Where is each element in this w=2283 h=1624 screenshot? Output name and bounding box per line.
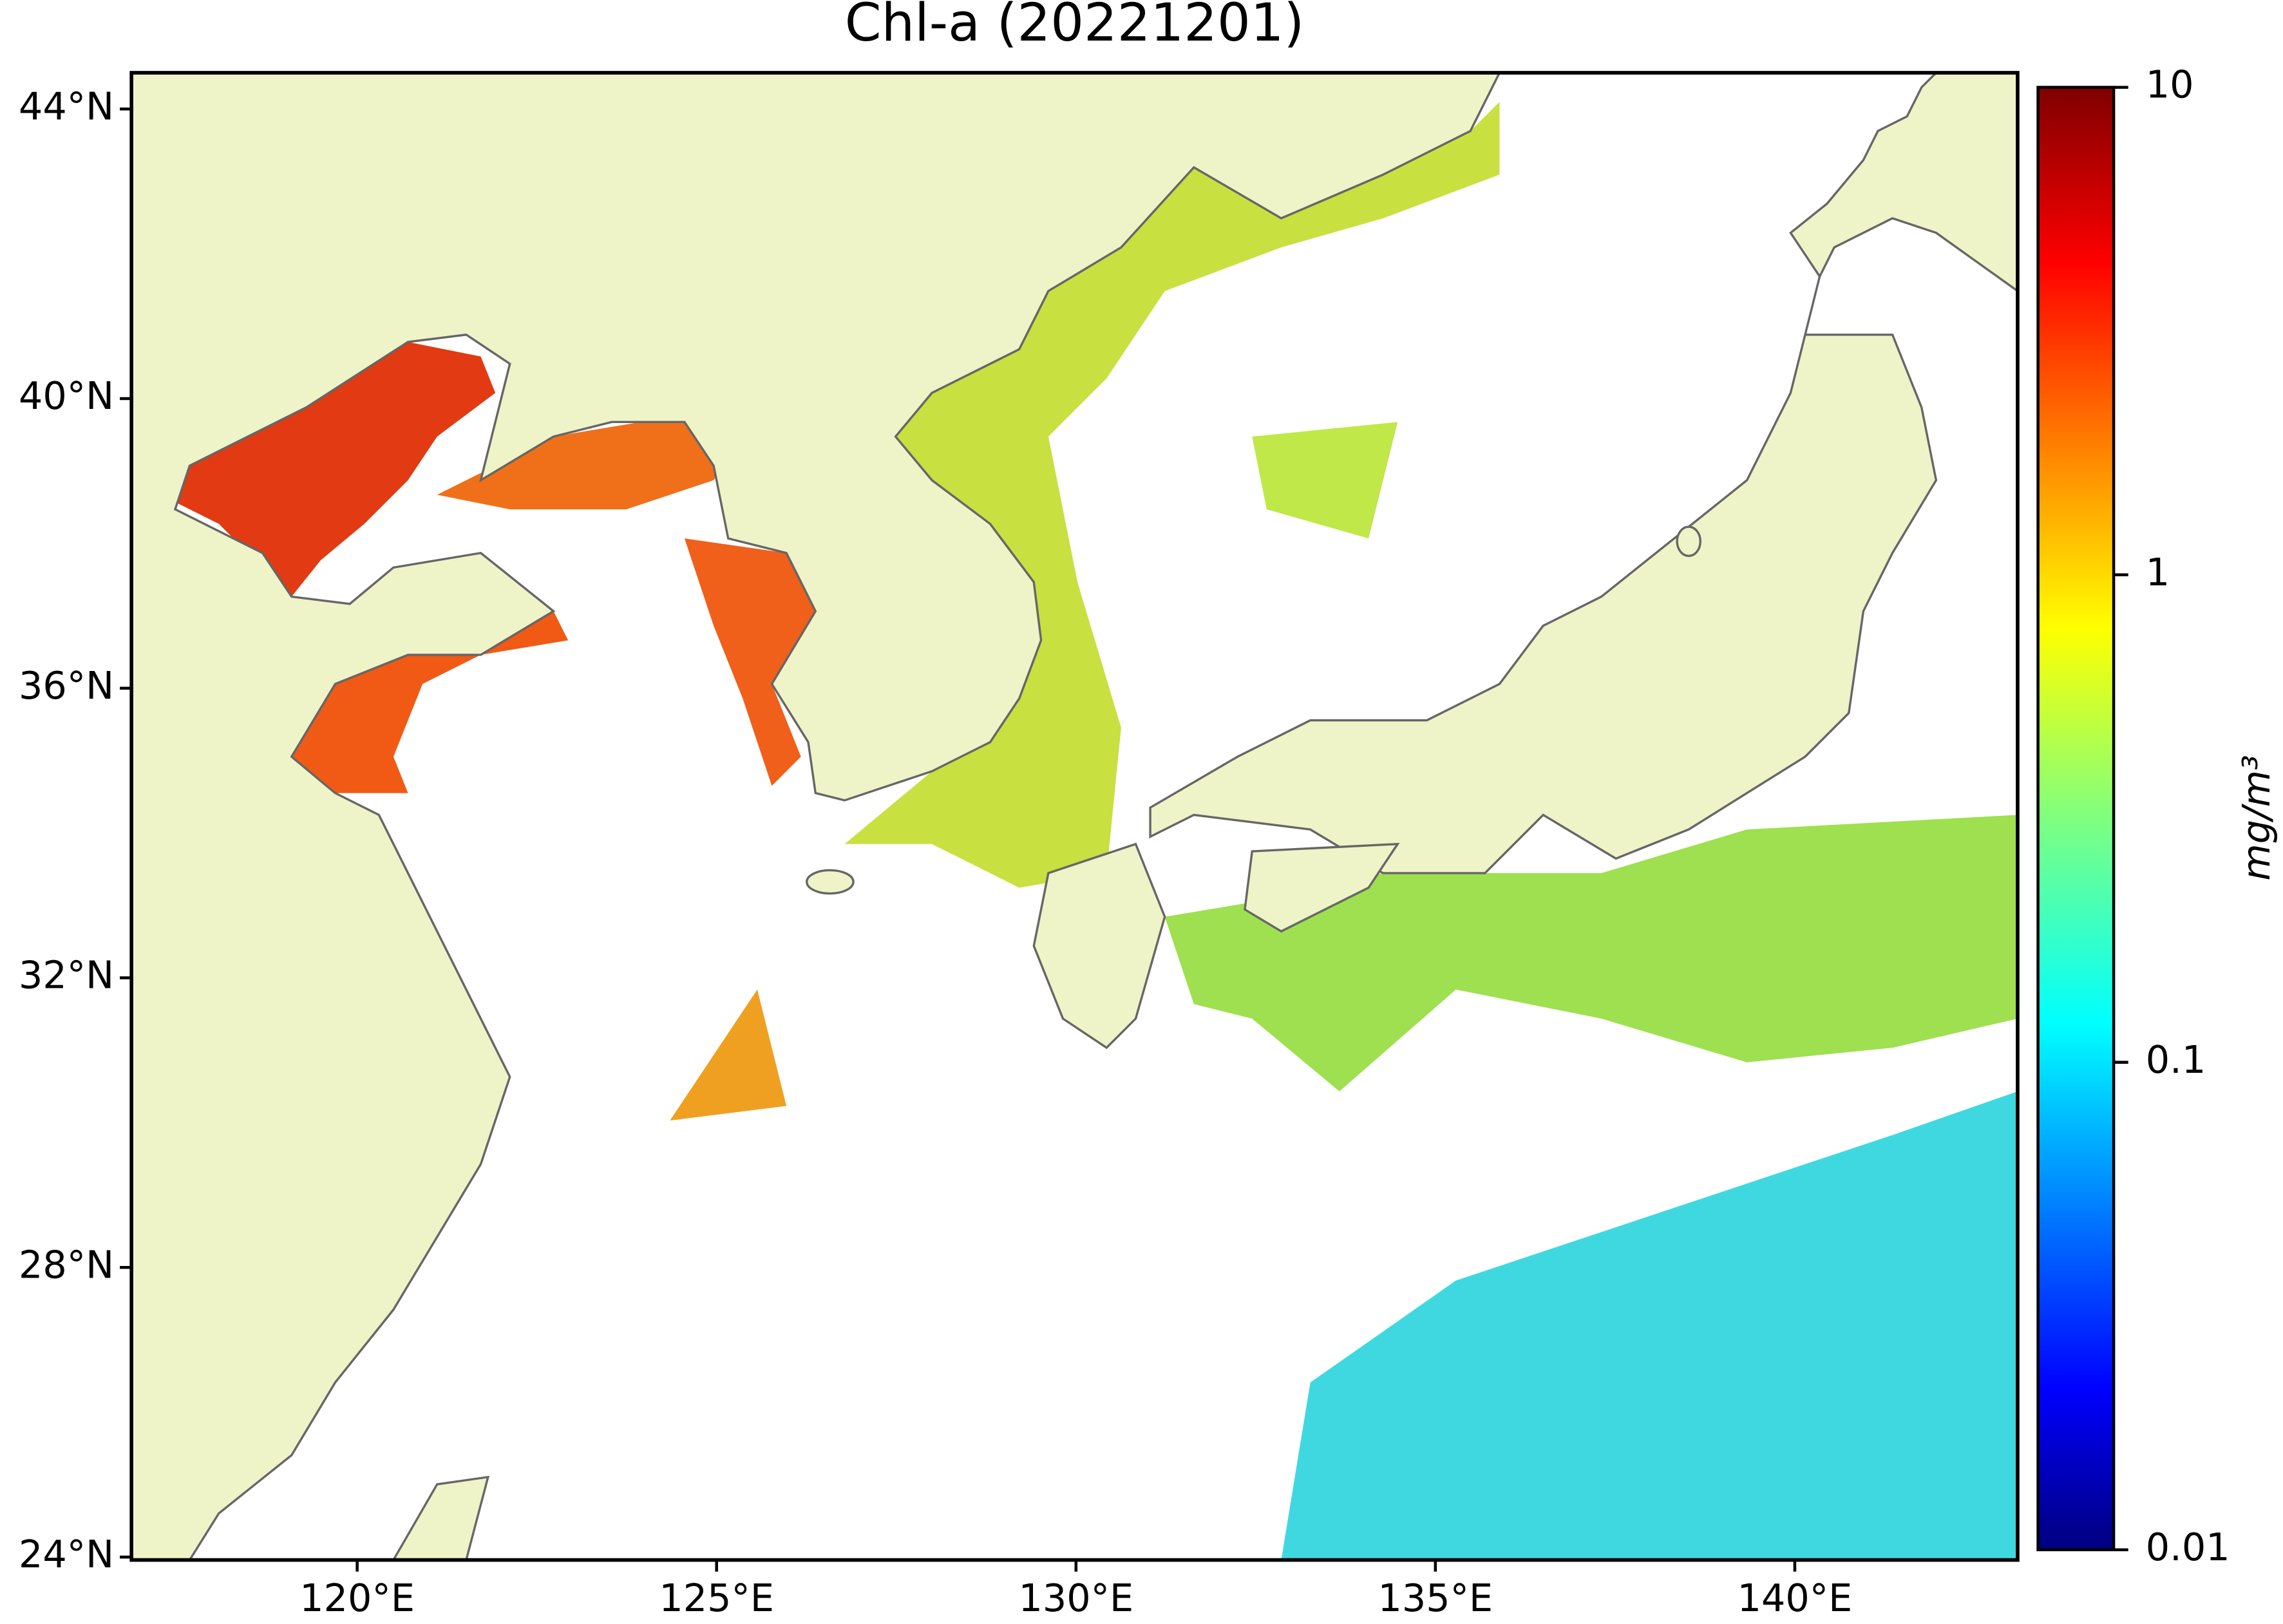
x-tick-label: 140°E xyxy=(1738,1576,1853,1620)
chl-patch xyxy=(1252,422,1398,539)
colorbar-tick-label: 0.01 xyxy=(2146,1525,2230,1569)
colorbar-tick-label: 10 xyxy=(2146,62,2194,107)
y-tick-label: 24°N xyxy=(19,1532,114,1576)
map xyxy=(131,72,2018,1560)
chl-japan-south xyxy=(1164,815,2018,1091)
x-tick-label: 135°E xyxy=(1378,1576,1493,1620)
land-sado xyxy=(1676,525,1701,557)
y-tick-label: 32°N xyxy=(19,953,114,997)
land-hokkaido xyxy=(1789,72,2018,293)
x-tick-label: 130°E xyxy=(1018,1576,1133,1620)
chl-yellow-sea xyxy=(291,611,569,793)
chart-title: Chl-a (20221201) xyxy=(845,0,1305,53)
colorbar-tick-label: 1 xyxy=(2146,550,2170,594)
y-tick-label: 36°N xyxy=(19,663,114,708)
x-tick-label: 125°E xyxy=(659,1576,774,1620)
chl-korea-west xyxy=(684,538,816,786)
colorbar-tick-label: 0.1 xyxy=(2146,1037,2206,1082)
land-shikoku xyxy=(1244,842,1400,933)
colorbar-label: mg/m³ xyxy=(2234,755,2278,880)
land-jeju xyxy=(806,869,855,895)
y-tick-label: 28°N xyxy=(19,1242,114,1287)
y-tick-label: 44°N xyxy=(19,84,114,128)
chl-east-sea xyxy=(844,102,1500,888)
x-tick-label: 120°E xyxy=(299,1576,415,1620)
land-taiwan xyxy=(392,1475,490,1560)
chl-bohai-east xyxy=(437,415,743,509)
land-kyushu xyxy=(1032,842,1166,1050)
colorbar xyxy=(2036,86,2116,1552)
land-mainland xyxy=(131,72,1501,1560)
y-tick-label: 40°N xyxy=(19,373,114,418)
chl-bohai xyxy=(175,342,496,597)
chl-ecs xyxy=(670,989,787,1121)
chl-pacific xyxy=(1281,1091,2018,1560)
